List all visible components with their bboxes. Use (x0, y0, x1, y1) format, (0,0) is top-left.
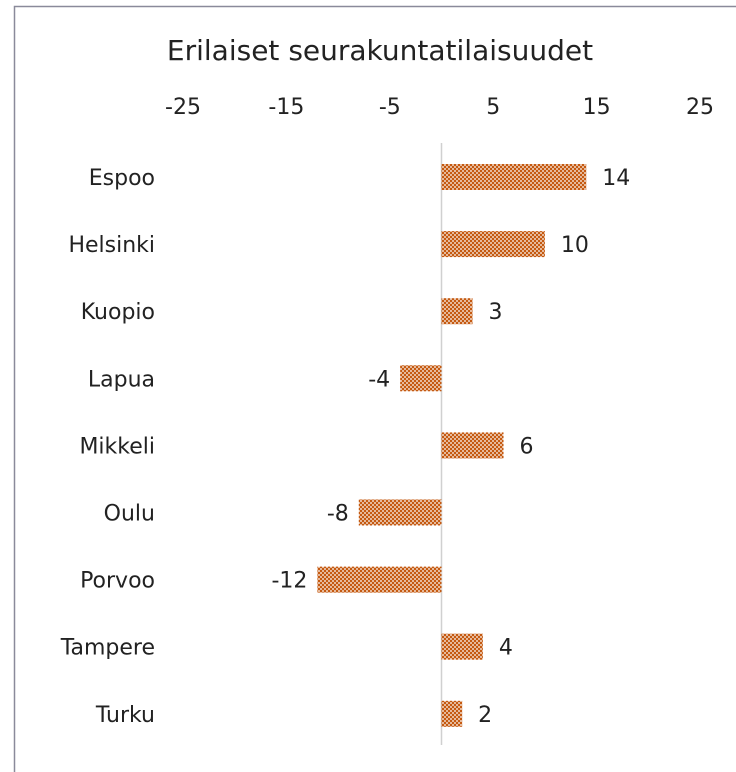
value-label: -4 (368, 367, 390, 392)
y-tick-label: Oulu (104, 502, 155, 527)
value-label: 6 (520, 434, 534, 459)
value-label: 3 (489, 300, 503, 325)
bar (400, 365, 442, 392)
bar (441, 298, 473, 325)
y-tick-label: Tampere (60, 636, 155, 661)
bar (441, 231, 545, 258)
x-tick-label: -5 (379, 95, 401, 120)
x-tick-label: 15 (583, 95, 611, 120)
x-tick-label: -25 (165, 95, 201, 120)
bar (441, 633, 483, 660)
y-tick-label: Turku (95, 703, 155, 728)
y-tick-label: Mikkeli (79, 434, 155, 459)
value-label: -8 (327, 502, 349, 527)
bar (441, 700, 463, 727)
y-tick-label: Helsinki (68, 233, 155, 258)
y-tick-label: Porvoo (80, 569, 155, 594)
value-label: -12 (271, 569, 307, 594)
y-tick-label: Kuopio (81, 300, 155, 325)
x-tick-label: 25 (686, 95, 714, 120)
value-label: 4 (499, 636, 513, 661)
bar (441, 164, 587, 190)
value-label: 2 (478, 703, 492, 728)
bar (317, 566, 442, 593)
bar (441, 432, 504, 459)
frame (13, 5, 736, 772)
y-tick-label: Lapua (88, 367, 155, 392)
bar (358, 499, 442, 526)
y-tick-label: Espoo (89, 166, 155, 191)
x-tick-label: 5 (486, 95, 500, 120)
value-label: 10 (561, 233, 589, 258)
x-tick-label: -15 (268, 95, 304, 120)
value-label: 14 (602, 166, 630, 191)
chart-title: Erilaiset seurakuntatilaisuudet (167, 34, 593, 67)
